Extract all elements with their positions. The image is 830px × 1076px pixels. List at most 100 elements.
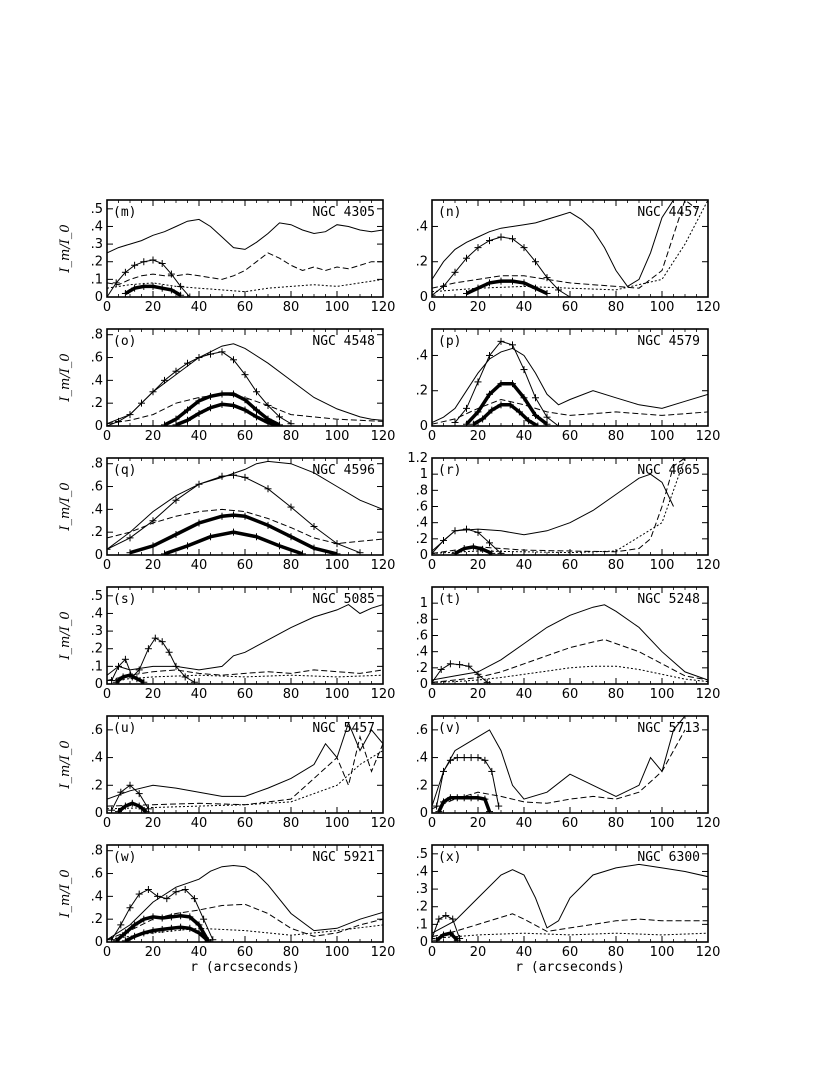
panel-series-group bbox=[432, 863, 708, 942]
series-line-dashed bbox=[107, 393, 383, 425]
panel-tag: (t) bbox=[438, 592, 461, 607]
x-tick-label: 40 bbox=[516, 300, 533, 315]
x-tick-label: 20 bbox=[470, 687, 487, 702]
panel-tag: (r) bbox=[438, 463, 461, 478]
series-line-cross bbox=[111, 888, 214, 940]
x-tick-label: 60 bbox=[237, 558, 254, 573]
series-line-dashed bbox=[107, 252, 383, 286]
x-tick-label: 120 bbox=[696, 558, 721, 573]
x-tick-label: 40 bbox=[191, 945, 208, 960]
panel-n: 0 20 40 60 80 100 120 0 .2 .4 (n) NGC 4457 bbox=[416, 199, 720, 315]
x-tick-label: 80 bbox=[283, 300, 300, 315]
panel-q: 0 20 40 60 80 100 120 0 .2 .4 .6 .8 (q) NGC 4596 I_m/I… bbox=[58, 457, 395, 573]
x-tick-label: 20 bbox=[470, 558, 487, 573]
panel-o: 0 20 40 60 80 100 120 0 .2 .4 .6 .8 (o) NGC 4548 I_m/I… bbox=[58, 328, 395, 444]
y-tick-label: .2 bbox=[416, 532, 428, 547]
x-tick-label: 60 bbox=[562, 687, 579, 702]
y-axis-label: I_m/I_0 bbox=[58, 353, 73, 402]
y-tick-label: .2 bbox=[91, 396, 103, 411]
x-tick-label: 0 bbox=[428, 429, 436, 444]
y-tick-label: .2 bbox=[91, 525, 103, 540]
y-tick-label: .1 bbox=[416, 917, 428, 932]
y-axis-label: I_m/I_0 bbox=[58, 224, 73, 273]
x-tick-label: 0 bbox=[428, 816, 436, 831]
x-tick-label: 100 bbox=[650, 300, 675, 315]
series-line-dashed bbox=[432, 638, 708, 683]
x-tick-label: 100 bbox=[650, 558, 675, 573]
panel-series-group bbox=[432, 458, 686, 555]
x-tick-label: 0 bbox=[428, 300, 436, 315]
x-tick-label: 120 bbox=[371, 558, 396, 573]
y-tick-label: .1 bbox=[91, 659, 103, 674]
y-tick-label: .8 bbox=[91, 457, 103, 472]
x-tick-label: 20 bbox=[145, 300, 162, 315]
x-tick-label: 40 bbox=[516, 558, 533, 573]
panel-tag: (v) bbox=[438, 721, 461, 736]
y-tick-label: .6 bbox=[416, 500, 428, 515]
x-tick-label: 20 bbox=[145, 816, 162, 831]
y-axis-label: I_m/I_0 bbox=[58, 482, 73, 531]
y-tick-label: .4 bbox=[416, 219, 428, 234]
x-tick-label: 80 bbox=[608, 558, 625, 573]
panel-title: NGC 6300 bbox=[637, 850, 700, 865]
panel-t: 0 20 40 60 80 100 120 0.2.4.6 .81 (t) NGC 5248 bbox=[416, 586, 721, 702]
y-tick-label: .4 bbox=[91, 219, 103, 234]
series-line-thick bbox=[465, 279, 548, 296]
y-tick-label: .2 bbox=[416, 384, 428, 399]
x-tick-label: 100 bbox=[325, 945, 350, 960]
y-tick-label: 0 bbox=[420, 935, 428, 950]
x-tick-label: 120 bbox=[371, 687, 396, 702]
y-tick-label: .3 bbox=[91, 237, 103, 252]
x-tick-label: 100 bbox=[650, 945, 675, 960]
x-tick-label: 0 bbox=[103, 558, 111, 573]
x-tick-label: 80 bbox=[283, 945, 300, 960]
x-tick-label: 40 bbox=[191, 300, 208, 315]
panel-title: NGC 4548 bbox=[312, 334, 375, 349]
panel-title: NGC 5248 bbox=[637, 592, 700, 607]
x-tick-label: 40 bbox=[516, 816, 533, 831]
y-tick-label: .5 bbox=[91, 202, 103, 217]
x-tick-label: 100 bbox=[325, 558, 350, 573]
panel-u: 0 20 40 60 80 100 120 0 .2 .4 .6 (u) NGC 5457 I_m/I_0 bbox=[58, 715, 395, 831]
y-tick-label: .6 bbox=[91, 867, 103, 882]
series-line-solid bbox=[107, 864, 383, 941]
y-tick-label: .6 bbox=[91, 351, 103, 366]
y-tick-label: 0 bbox=[420, 548, 428, 563]
y-axis-label: I_m/I_0 bbox=[58, 611, 73, 660]
x-tick-label: 20 bbox=[145, 687, 162, 702]
panel-series-group bbox=[107, 343, 383, 426]
y-tick-label: .6 bbox=[91, 480, 103, 495]
series-line-cross bbox=[111, 637, 195, 683]
x-tick-label: 40 bbox=[191, 558, 208, 573]
y-tick-label: 1 bbox=[420, 467, 428, 482]
x-tick-label: 80 bbox=[283, 429, 300, 444]
panel-series-group bbox=[432, 337, 708, 426]
series-line-solid bbox=[432, 863, 708, 934]
x-tick-label: 20 bbox=[145, 945, 162, 960]
x-tick-label: 40 bbox=[191, 429, 208, 444]
x-tick-label: 40 bbox=[191, 816, 208, 831]
x-tick-label: 120 bbox=[696, 687, 721, 702]
y-tick-label: .2 bbox=[416, 661, 428, 676]
panel-tag: (s) bbox=[113, 592, 136, 607]
x-tick-label: 80 bbox=[608, 429, 625, 444]
series-line-cross bbox=[111, 784, 149, 811]
panel-series-group bbox=[107, 864, 383, 942]
x-tick-label: 0 bbox=[103, 816, 111, 831]
y-tick-label: 0 bbox=[95, 290, 103, 305]
x-tick-label: 60 bbox=[237, 429, 254, 444]
series-line-solid bbox=[432, 347, 708, 423]
y-tick-label: .4 bbox=[416, 516, 428, 531]
series-line-thick bbox=[465, 381, 549, 426]
series-line-dashed bbox=[107, 734, 383, 807]
y-tick-label: 1 bbox=[420, 596, 428, 611]
panel-p: 0 20 40 60 80 100 120 0 .2 .4 (p) NGC 4579 bbox=[416, 328, 720, 444]
y-tick-label: .1 bbox=[91, 272, 103, 287]
x-tick-label: 100 bbox=[325, 816, 350, 831]
y-tick-label: 0 bbox=[420, 806, 428, 821]
x-tick-label: 80 bbox=[283, 687, 300, 702]
y-axis-label: I_m/I_0 bbox=[58, 740, 73, 789]
